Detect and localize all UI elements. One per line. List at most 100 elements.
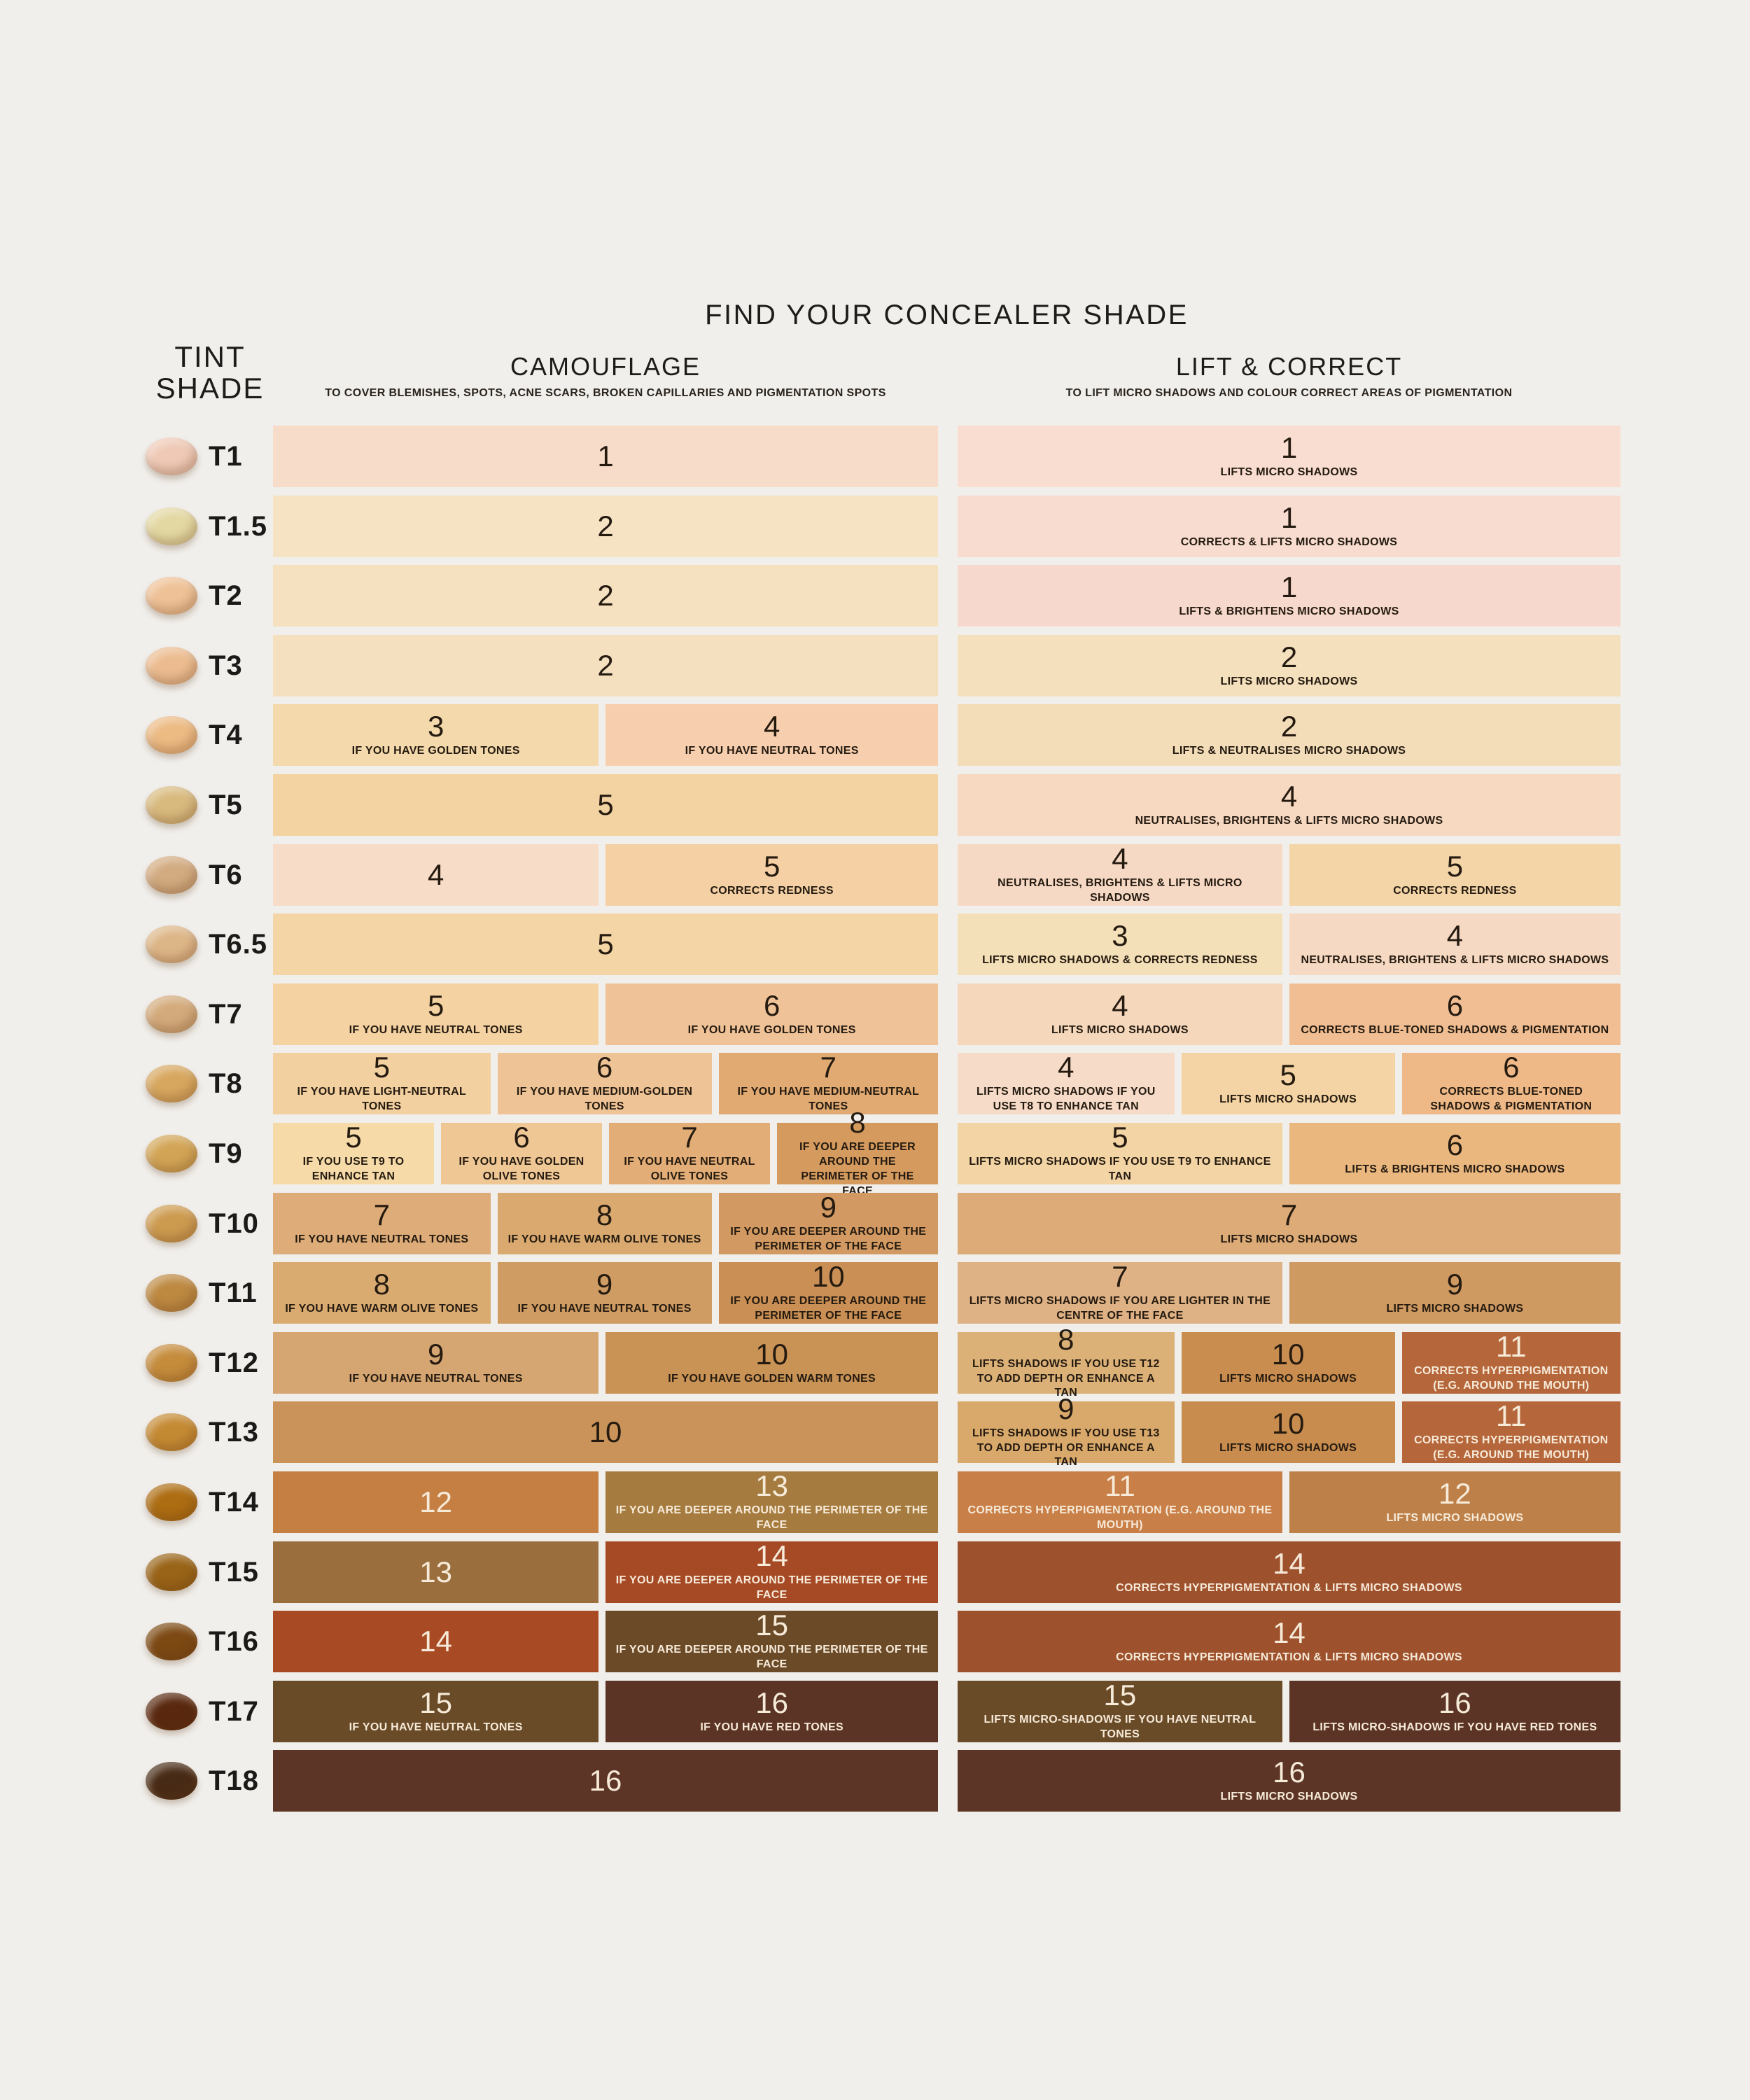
lift-correct-title: LIFT & CORRECT — [1175, 352, 1403, 381]
camouflage-segment: 16 — [273, 1750, 938, 1812]
segment-description: IF YOU HAVE GOLDEN TONES — [351, 744, 520, 757]
lift-correct-segment: 11 CORRECTS HYPERPIGMENTATION (E.G. AROUN… — [958, 1471, 1282, 1533]
shade-swatch — [146, 647, 197, 685]
segment-number: 5 — [597, 927, 614, 960]
segment-number: 13 — [419, 1555, 452, 1588]
segment-number: 4 — [1280, 779, 1298, 813]
lift-correct-bars: 14 CORRECTS HYPERPIGMENTATION & LIFTS MIC… — [958, 1541, 1620, 1603]
segment-number: 15 — [1103, 1679, 1137, 1712]
segment-description: IF YOU ARE DEEPER AROUND THE PERIMETER O… — [799, 1141, 916, 1197]
segment-description: IF YOU HAVE NEUTRAL TONES — [349, 1721, 523, 1733]
camouflage-column-header: CAMOUFLAGE TO COVER BLEMISHES, SPOTS, AC… — [273, 352, 938, 400]
lift-correct-bars: 1 CORRECTS & LIFTS MICRO SHADOWS — [958, 496, 1620, 557]
segment-number: 5 — [373, 1051, 390, 1084]
lift-correct-bars: 8 LIFTS SHADOWS IF YOU USE T12 TO ADD DEP… — [958, 1324, 1621, 1399]
camouflage-bars: 5 IF YOU HAVE NEUTRAL TONES 6 IF YOU HAVE G… — [273, 983, 938, 1045]
segment-number: 2 — [1280, 709, 1298, 743]
segment-description: LIFTS SHADOWS IF YOU USE T13 TO ADD DEPT… — [972, 1427, 1160, 1469]
lift-correct-bars: 3 LIFTS MICRO SHADOWS & CORRECTS REDNESS 4… — [958, 913, 1620, 975]
segment-number: 8 — [849, 1106, 866, 1140]
segment-description: LIFTS & BRIGHTENS MICRO SHADOWS — [1345, 1163, 1565, 1175]
segment-description: LIFTS MICRO SHADOWS — [1219, 1093, 1357, 1105]
segment-number: 10 — [811, 1260, 845, 1294]
shade-swatch — [146, 1623, 197, 1660]
segment-description: NEUTRALISES, BRIGHTENS & LIFTS MICRO SHA… — [1301, 953, 1609, 966]
shade-label: T6 — [209, 860, 243, 890]
camouflage-segment: 14 IF YOU ARE DEEPER AROUND THE PERIMETER… — [606, 1541, 938, 1603]
shade-swatch — [146, 1413, 197, 1451]
camouflage-segment: 10 — [273, 1401, 938, 1463]
camouflage-segment: 8 IF YOU HAVE WARM OLIVE TONES — [273, 1262, 491, 1324]
segment-description: IF YOU HAVE LIGHT-NEUTRAL TONES — [297, 1086, 467, 1112]
segment-description: IF YOU HAVE NEUTRAL TONES — [349, 1023, 523, 1036]
lift-correct-segment: 4 NEUTRALISES, BRIGHTENS & LIFTS MICRO SH… — [958, 774, 1620, 836]
segment-number: 9 — [1058, 1392, 1074, 1425]
segment-number: 7 — [820, 1051, 836, 1084]
lift-correct-segment: 9 LIFTS MICRO SHADOWS — [1289, 1262, 1620, 1324]
lift-correct-bars: 2 LIFTS MICRO SHADOWS — [958, 635, 1620, 696]
shade-label: T7 — [209, 999, 243, 1030]
segment-number: 11 — [1496, 1330, 1527, 1364]
segment-description: LIFTS SHADOWS IF YOU USE T12 TO ADD DEPT… — [972, 1357, 1160, 1399]
shade-row: T8 5 IF YOU HAVE LIGHT-NEUTRAL TONES 6 IF YO… — [0, 1053, 1750, 1114]
segment-number: 9 — [596, 1267, 613, 1301]
segment-description: LIFTS & NEUTRALISES MICRO SHADOWS — [1172, 744, 1406, 757]
lift-correct-segment: 6 CORRECTS BLUE-TONED SHADOWS & PIGMENTAT… — [1401, 1053, 1621, 1114]
shade-row: T1.5 2 1 CORRECTS & LIFTS MICRO SHADOWS — [0, 496, 1750, 557]
shade-label: T14 — [209, 1487, 259, 1518]
segment-number: 5 — [597, 788, 614, 821]
segment-number: 11 — [1496, 1399, 1527, 1433]
shade-row: T13 10 9 LIFTS SHADOWS IF YOU USE T13 TO AD… — [0, 1394, 1750, 1468]
shade-label: T5 — [209, 790, 243, 820]
segment-description: IF YOU HAVE MEDIUM-NEUTRAL TONES — [737, 1086, 920, 1112]
shade-label: T8 — [209, 1068, 243, 1099]
camouflage-segment: 13 — [273, 1541, 599, 1603]
segment-description: LIFTS & BRIGHTENS MICRO SHADOWS — [1179, 605, 1399, 617]
camouflage-segment: 2 — [273, 496, 938, 557]
segment-description: IF YOU HAVE NEUTRAL TONES — [295, 1233, 469, 1245]
lift-correct-segment: 5 LIFTS MICRO SHADOWS IF YOU USE T9 TO EN… — [958, 1123, 1282, 1184]
camouflage-segment: 2 — [273, 635, 938, 696]
segment-number: 16 — [589, 1764, 622, 1797]
segment-number: 15 — [755, 1609, 788, 1642]
lift-correct-segment: 12 LIFTS MICRO SHADOWS — [1289, 1471, 1620, 1533]
camouflage-segment: 13 IF YOU ARE DEEPER AROUND THE PERIMETER… — [606, 1471, 938, 1533]
lift-correct-bars: 7 LIFTS MICRO SHADOWS — [958, 1193, 1620, 1254]
segment-description: IF YOU HAVE NEUTRAL TONES — [685, 744, 859, 757]
lift-correct-segment: 10 LIFTS MICRO SHADOWS — [1181, 1332, 1395, 1394]
segment-description: IF YOU ARE DEEPER AROUND THE PERIMETER O… — [615, 1504, 928, 1531]
segment-number: 11 — [1105, 1469, 1135, 1503]
camouflage-segment: 7 IF YOU HAVE NEUTRAL TONES — [273, 1193, 491, 1254]
lift-correct-segment: 1 LIFTS MICRO SHADOWS — [958, 426, 1620, 487]
segment-description: LIFTS MICRO SHADOWS — [1386, 1302, 1524, 1315]
segment-number: 8 — [1058, 1322, 1074, 1356]
shade-row: T18 16 16 LIFTS MICRO SHADOWS — [0, 1750, 1750, 1812]
segment-description: CORRECTS BLUE-TONED SHADOWS & PIGMENTATI… — [1430, 1086, 1592, 1112]
segment-description: LIFTS MICRO SHADOWS IF YOU USE T8 TO ENH… — [976, 1086, 1156, 1112]
segment-number: 1 — [597, 440, 614, 472]
lift-correct-segment: 2 LIFTS & NEUTRALISES MICRO SHADOWS — [958, 704, 1620, 766]
lift-correct-bars: 7 LIFTS MICRO SHADOWS IF YOU ARE LIGHTER … — [958, 1262, 1620, 1324]
camouflage-bars: 10 — [273, 1401, 938, 1463]
lift-correct-segment: 8 LIFTS SHADOWS IF YOU USE T12 TO ADD DEP… — [958, 1324, 1175, 1399]
lift-correct-segment: 2 LIFTS MICRO SHADOWS — [958, 635, 1620, 696]
camouflage-segment: 6 IF YOU HAVE GOLDEN TONES — [606, 983, 938, 1045]
segment-number: 3 — [427, 709, 444, 743]
segment-number: 8 — [596, 1198, 613, 1231]
shade-label: T3 — [209, 650, 243, 681]
lift-correct-bars: 2 LIFTS & NEUTRALISES MICRO SHADOWS — [958, 704, 1620, 766]
segment-description: CORRECTS HYPERPIGMENTATION & LIFTS MICRO… — [1116, 1581, 1462, 1594]
segment-description: CORRECTS HYPERPIGMENTATION & LIFTS MICRO… — [1116, 1651, 1462, 1663]
segment-number: 16 — [755, 1686, 788, 1719]
camouflage-bars: 2 — [273, 565, 938, 626]
camouflage-bars: 5 — [273, 774, 938, 836]
camouflage-segment: 7 IF YOU HAVE NEUTRAL OLIVE TONES — [609, 1123, 770, 1184]
lift-correct-segment: 4 NEUTRALISES, BRIGHTENS & LIFTS MICRO SH… — [958, 844, 1282, 906]
camouflage-bars: 12 13 IF YOU ARE DEEPER AROUND THE PERIMET… — [273, 1471, 938, 1533]
tint-header-line1: TINT — [174, 340, 246, 373]
camouflage-segment: 5 IF YOU USE T9 TO ENHANCE TAN — [273, 1123, 434, 1184]
lift-correct-segment: 14 CORRECTS HYPERPIGMENTATION & LIFTS MIC… — [958, 1541, 1620, 1603]
camouflage-bars: 13 14 IF YOU ARE DEEPER AROUND THE PERIMET… — [273, 1541, 938, 1603]
segment-number: 10 — [1271, 1406, 1305, 1440]
shade-row: T6 4 5 CORRECTS REDNESS 4 NEUTRALISES, BRIGHT… — [0, 844, 1750, 906]
